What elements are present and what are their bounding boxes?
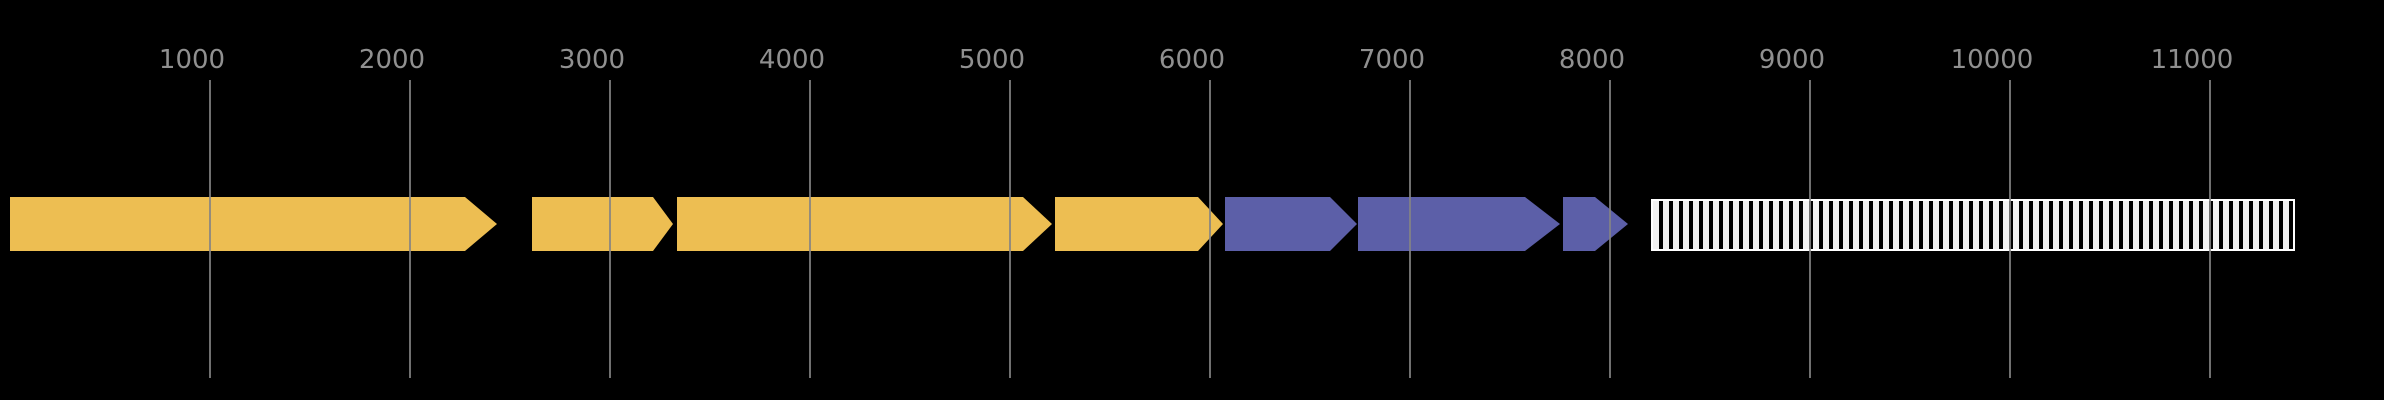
gene-2 bbox=[532, 197, 673, 251]
axis-gridline bbox=[809, 80, 811, 378]
axis-gridline bbox=[609, 80, 611, 378]
hatched-region bbox=[1651, 199, 2295, 251]
axis-tick-label: 2000 bbox=[358, 45, 426, 75]
axis-tick-label: 4000 bbox=[758, 45, 826, 75]
axis-tick-label: 7000 bbox=[1358, 45, 1426, 75]
axis-gridline bbox=[409, 80, 411, 378]
gene-4 bbox=[1055, 197, 1223, 251]
gene-3 bbox=[677, 197, 1052, 251]
axis-tick-label: 10000 bbox=[1950, 45, 2034, 75]
axis-tick-label: 1000 bbox=[158, 45, 226, 75]
axis-gridline bbox=[1009, 80, 1011, 378]
axis-gridline bbox=[209, 80, 211, 378]
gene-7 bbox=[1563, 197, 1628, 251]
gene-6 bbox=[1358, 197, 1560, 251]
gene-1 bbox=[10, 197, 497, 251]
axis-gridline bbox=[2209, 80, 2211, 378]
axis-tick-label: 6000 bbox=[1158, 45, 1226, 75]
gene-5 bbox=[1225, 197, 1357, 251]
axis-gridline bbox=[1209, 80, 1211, 378]
axis-tick-label: 9000 bbox=[1758, 45, 1826, 75]
axis-tick-label: 5000 bbox=[958, 45, 1026, 75]
axis-gridline bbox=[1409, 80, 1411, 378]
axis-tick-label: 11000 bbox=[2150, 45, 2234, 75]
axis-gridline bbox=[2009, 80, 2011, 378]
axis-tick-label: 3000 bbox=[558, 45, 626, 75]
axis-tick-label: 8000 bbox=[1558, 45, 1626, 75]
axis-gridline bbox=[1609, 80, 1611, 378]
axis-gridline bbox=[1809, 80, 1811, 378]
